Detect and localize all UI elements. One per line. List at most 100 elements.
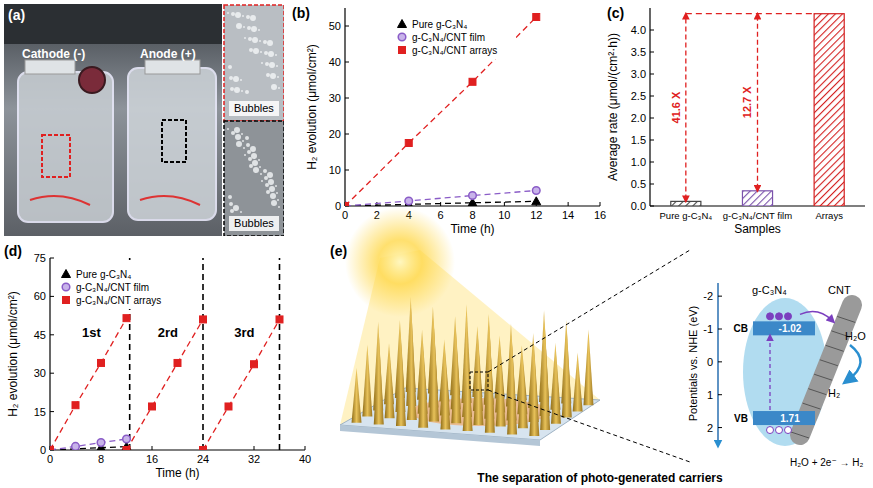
zoom-line — [488, 250, 690, 372]
material-label: g-C₃N₄ — [752, 284, 787, 296]
y-tick-label: 75 — [34, 252, 46, 264]
y-tick — [345, 170, 349, 171]
bubble — [248, 157, 252, 161]
x-tick-label: 32 — [248, 453, 260, 465]
bubble — [260, 173, 262, 175]
bubble — [266, 73, 270, 77]
y-tick-label: 50 — [329, 20, 341, 32]
x-tick-label: 0 — [47, 453, 53, 465]
x-axis-label: Time (h) — [155, 466, 199, 480]
photo: Cathode (-)Anode (+)(a)BubblesBubbles — [4, 4, 284, 236]
legend-marker — [398, 33, 406, 41]
bubble — [276, 65, 278, 67]
x-tick-label: 16 — [146, 453, 158, 465]
bubble — [245, 136, 249, 140]
y-tick-label: 1.0 — [631, 156, 646, 168]
y-tick — [50, 334, 54, 335]
hole — [776, 427, 783, 434]
y-tick-label: 15 — [34, 406, 46, 418]
bubble — [235, 134, 241, 140]
zoom-box — [162, 120, 186, 162]
y-tick — [650, 140, 654, 141]
bubble — [241, 90, 243, 92]
bubble — [278, 206, 280, 208]
zoom-box — [470, 372, 488, 390]
material-label: CNT — [828, 284, 851, 296]
bubble — [242, 140, 244, 142]
inset-label-bg — [229, 216, 279, 231]
x-tick — [305, 446, 306, 450]
inset-label-bg — [229, 101, 279, 116]
series-line — [345, 201, 536, 206]
bubble — [267, 172, 273, 178]
bubble — [227, 12, 229, 14]
plot-area — [671, 14, 844, 206]
x-tick-label: 12 — [530, 209, 542, 221]
tick-label: -1 — [703, 323, 713, 335]
bubble — [236, 23, 242, 29]
inset-label: Bubbles — [234, 217, 274, 229]
bubble — [243, 147, 245, 149]
energy-axis — [717, 283, 719, 444]
legend-marker — [62, 283, 70, 291]
x-tick-label: g-C₃N₄/CNT film — [723, 210, 792, 221]
y-tick-label: 0.0 — [631, 200, 646, 212]
data-point — [345, 202, 350, 207]
y-tick — [650, 206, 654, 207]
plot-area — [50, 258, 283, 450]
y-tick-label: 3.5 — [631, 46, 646, 58]
nanotube-ring — [791, 432, 809, 438]
electron — [776, 313, 783, 320]
data-point — [345, 202, 349, 206]
x-axis — [50, 449, 305, 450]
species-label: H₂O — [845, 330, 866, 342]
y-axis-label: Average rate (μmol/(cm²·h)) — [606, 33, 620, 181]
nanocone — [362, 345, 372, 417]
y-tick-label: 0 — [40, 444, 46, 456]
inset — [224, 5, 284, 121]
bubble — [240, 79, 242, 81]
bubble — [245, 90, 249, 94]
nanocone — [407, 364, 417, 420]
bubble — [276, 192, 278, 194]
plot-area — [345, 14, 541, 207]
x-tick-label: 40 — [299, 453, 311, 465]
chart: (b)Time (h)H₂ evolution (μmol/cm²)024681… — [292, 5, 606, 236]
cycle-divider — [279, 258, 281, 450]
x-tick-label: 10 — [498, 209, 510, 221]
inset-frame — [224, 5, 284, 121]
data-point — [405, 197, 413, 205]
bubble — [246, 143, 250, 147]
inset-frame — [224, 121, 284, 236]
bubble — [227, 128, 229, 130]
nanocone — [518, 367, 528, 428]
y-tick-label: 0.5 — [631, 178, 646, 190]
panel-label: (a) — [8, 7, 25, 23]
nanocone — [451, 338, 461, 423]
cap — [25, 60, 75, 74]
y-tick — [345, 26, 349, 27]
bubble — [259, 40, 261, 42]
legend-label: g-C₃N₄/CNT film — [76, 282, 149, 293]
legend-marker — [63, 297, 70, 304]
legend: Pure g-C₃N₄g-C₃N₄/CNT filmg-C₃N₄/CNT arr… — [56, 264, 180, 309]
bubble — [264, 51, 268, 55]
data-point — [200, 316, 207, 323]
reference-line — [686, 13, 814, 14]
tick-label: 1 — [707, 389, 713, 401]
x-tick-label: 8 — [469, 209, 475, 221]
data-point — [251, 361, 258, 368]
data-point — [50, 446, 55, 451]
bubble — [278, 87, 280, 89]
bubble — [251, 26, 257, 32]
y-tick-label: 45 — [34, 329, 46, 341]
bubble — [268, 179, 274, 185]
axis-label: Potentials vs. NHE (eV) — [687, 306, 699, 422]
data-point — [533, 14, 540, 21]
tick-label: 0 — [707, 356, 713, 368]
band-value: -1.02 — [779, 323, 802, 334]
x-axis-label: Time (h) — [450, 222, 494, 236]
bubble — [259, 166, 261, 168]
figure: Cathode (-)Anode (+)(a)BubblesBubbles(b)… — [0, 0, 873, 488]
nanocone — [496, 358, 506, 427]
